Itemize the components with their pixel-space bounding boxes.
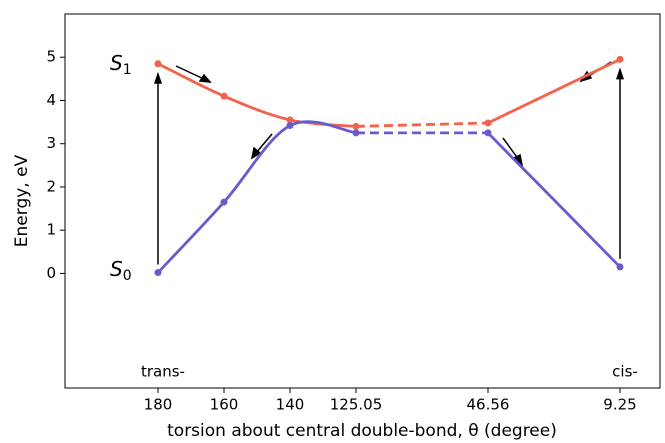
y-tick-label: 1 xyxy=(46,221,56,239)
x-tick-label: 160 xyxy=(210,396,239,414)
y-tick-label: 0 xyxy=(46,264,56,282)
x-axis-label: torsion about central double-bond, θ (de… xyxy=(167,421,557,441)
chart: torsion about central double-bond, θ (de… xyxy=(0,0,665,443)
s1-label: S1 xyxy=(110,51,132,79)
y-tick-label: 5 xyxy=(46,48,56,66)
y-axis-label: Energy, eV xyxy=(12,154,32,247)
x-tick-label: 140 xyxy=(276,396,305,414)
point xyxy=(353,129,360,136)
plot-frame xyxy=(65,14,660,388)
point xyxy=(485,129,492,136)
point xyxy=(617,56,624,63)
point xyxy=(287,122,294,129)
arrow-head xyxy=(154,72,162,84)
point xyxy=(221,199,228,206)
arrow-head xyxy=(616,67,624,79)
cis-label: cis- xyxy=(612,363,638,381)
x-tick-label: 46.56 xyxy=(467,396,510,414)
y-tick-label: 4 xyxy=(46,91,56,109)
series-line xyxy=(356,123,488,126)
x-tick-label: 9.25 xyxy=(603,396,636,414)
series-line xyxy=(158,122,356,273)
series-line xyxy=(158,64,356,127)
point xyxy=(485,119,492,126)
s1-letter: S xyxy=(110,51,123,75)
series-line xyxy=(488,133,620,267)
x-tick-label: 125.05 xyxy=(330,396,383,414)
s0-letter: S xyxy=(110,257,123,281)
series-line xyxy=(488,59,620,123)
y-tick-label: 2 xyxy=(46,177,56,195)
s1-sub: 1 xyxy=(123,62,132,78)
point xyxy=(155,269,162,276)
point xyxy=(353,123,360,130)
point xyxy=(617,263,624,270)
y-tick-label: 3 xyxy=(46,134,56,152)
trans-label: trans- xyxy=(141,363,185,381)
point xyxy=(221,93,228,100)
s0-sub: 0 xyxy=(123,268,132,284)
direction-arrows xyxy=(176,62,611,165)
point xyxy=(155,60,162,67)
x-tick-label: 180 xyxy=(144,396,173,414)
s0-label: S0 xyxy=(110,257,132,285)
